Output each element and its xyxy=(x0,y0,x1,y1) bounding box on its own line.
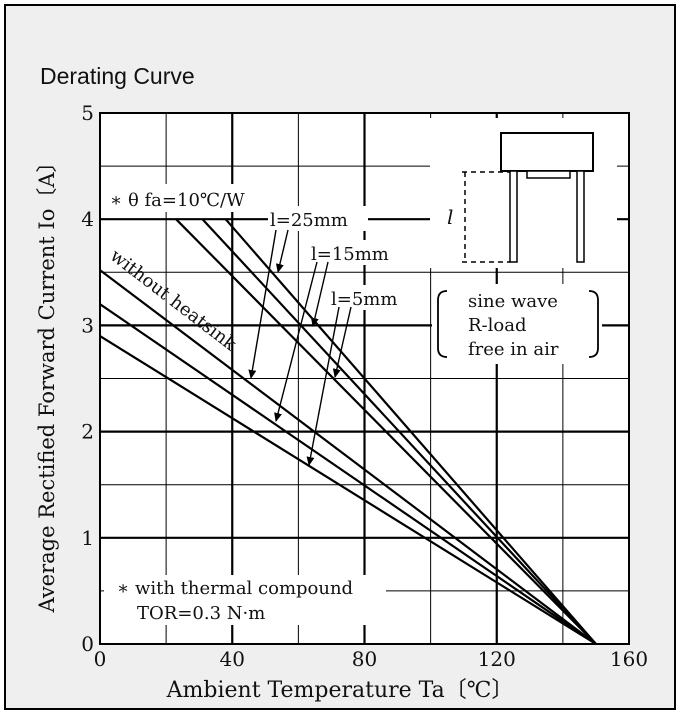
series-line-5 xyxy=(99,303,597,645)
series-line-1 xyxy=(175,218,597,645)
arrow-25mm-lower xyxy=(248,229,277,379)
x-tick-label: 80 xyxy=(352,647,377,671)
x-tick-label: 40 xyxy=(220,647,245,671)
y-tick-label: 2 xyxy=(81,420,94,444)
diode-body xyxy=(500,132,594,172)
x-tick-label: 160 xyxy=(610,647,648,671)
conditions-box: sine wave R-load free in air xyxy=(432,284,602,364)
series-line-4 xyxy=(99,269,597,645)
series-lines xyxy=(99,218,597,645)
diode-lead-left xyxy=(509,170,518,263)
series-line-2 xyxy=(201,218,597,645)
diode-lead-right xyxy=(576,170,585,263)
x-axis-label: Ambient Temperature Ta〔℃〕 xyxy=(166,678,514,703)
y-tick-label: 3 xyxy=(81,313,94,337)
series-line-6 xyxy=(99,335,597,645)
y-tick-label: 1 xyxy=(81,526,94,550)
y-tick-label: 0 xyxy=(81,632,94,656)
label-25mm: l=25mm xyxy=(270,210,348,231)
footnote-line1: ∗ with thermal compound xyxy=(117,578,353,599)
y-tick-label: 4 xyxy=(81,207,94,231)
condition-r-load: R-load xyxy=(468,315,526,336)
diode-tab xyxy=(526,170,571,179)
y-tick-labels: 0 1 2 3 4 5 xyxy=(81,101,94,656)
component-diagram: l xyxy=(430,118,617,268)
y-tick-label: 5 xyxy=(81,101,94,125)
heatsink-note: ∗ θ fa=10℃/W xyxy=(110,190,245,211)
series-line-3 xyxy=(224,218,597,645)
condition-free-in-air: free in air xyxy=(468,339,559,360)
arrow-5mm-upper xyxy=(332,306,352,378)
left-bracket xyxy=(437,290,448,358)
arrow-15mm-lower xyxy=(274,261,318,422)
x-tick-label: 120 xyxy=(478,647,516,671)
arrow-15mm-upper xyxy=(310,261,329,327)
arrow-5mm-lower xyxy=(306,306,340,466)
x-tick-labels: 0 40 80 120 160 xyxy=(94,647,648,671)
y-axis-label: Average Rectified Forward Current Io〔A〕 xyxy=(35,151,59,613)
condition-sine-wave: sine wave xyxy=(468,291,558,312)
footnote-line2: TOR=0.3 N·m xyxy=(137,603,265,624)
label-5mm: l=5mm xyxy=(331,289,397,310)
label-15mm: l=15mm xyxy=(311,244,389,265)
arrows xyxy=(248,229,352,466)
lead-length-symbol: l xyxy=(447,205,453,229)
arrow-25mm-upper xyxy=(275,229,289,273)
x-tick-label: 0 xyxy=(94,647,107,671)
chart-title: Derating Curve xyxy=(40,63,195,89)
right-bracket xyxy=(588,290,599,358)
plot-border xyxy=(99,112,630,645)
